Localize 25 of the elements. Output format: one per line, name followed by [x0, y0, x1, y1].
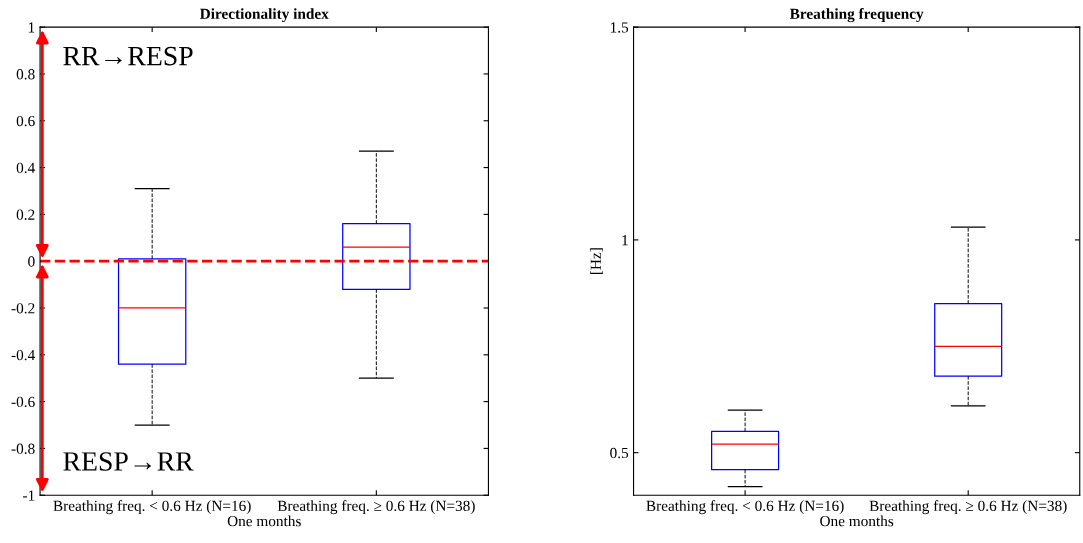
x-tick-label: Breathing freq. ≥ 0.6 Hz (N=38) — [277, 500, 475, 515]
chart-title: Directionality index — [199, 8, 329, 23]
y-tick-label: -0.6 — [11, 396, 35, 408]
y-axis-title: [Hz] — [590, 248, 603, 275]
x-tick-label: Breathing freq. < 0.6 Hz (N=16) — [646, 500, 844, 515]
y-tick-label: -1 — [23, 490, 35, 501]
y-tick-label: 1 — [622, 235, 628, 246]
x-tick-label: Breathing freq. < 0.6 Hz (N=16) — [53, 500, 251, 515]
y-tick-label: -0.4 — [11, 349, 35, 361]
y-tick-label: 0 — [28, 256, 35, 267]
y-tick-label: 1.5 — [610, 22, 629, 33]
y-tick-label: -0.8 — [11, 443, 35, 454]
x-axis-title: One months — [820, 515, 894, 527]
annotation: RESP→RR — [63, 452, 194, 471]
y-tick-label: 0.6 — [16, 115, 35, 127]
x-axis-title: One months — [227, 515, 301, 527]
y-tick-label: 1 — [28, 22, 35, 33]
y-tick-label: 0.4 — [16, 162, 35, 174]
x-tick-label: Breathing freq. ≥ 0.6 Hz (N=38) — [869, 500, 1067, 515]
y-tick-label: 0.2 — [16, 209, 35, 220]
y-tick-label: 0.8 — [16, 69, 35, 80]
annotation: RR→RESP — [63, 46, 193, 66]
y-tick-label: -0.2 — [11, 303, 35, 314]
y-tick-label: 0.5 — [610, 447, 629, 459]
chart-title: Breathing frequency — [789, 8, 924, 23]
